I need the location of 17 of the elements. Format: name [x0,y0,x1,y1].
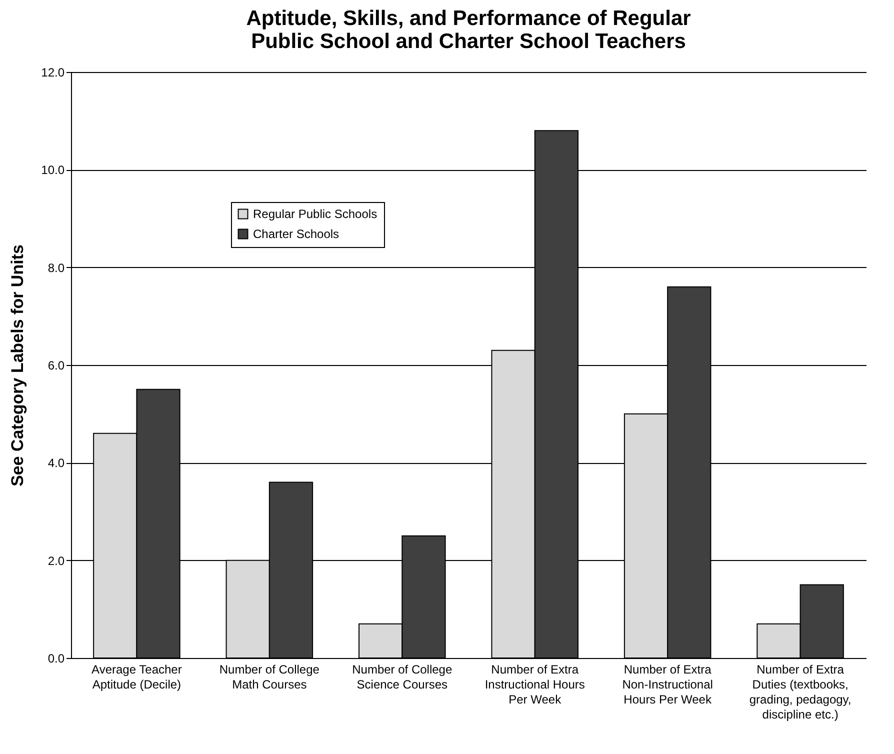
y-tick-label: 8.0 [48,260,65,275]
y-tick-label: 10.0 [41,163,65,178]
legend-label: Charter Schools [253,227,340,241]
x-tick-label: Number of Extra Duties (textbooks, grading, pedagogy, discipline etc.) [749,662,852,722]
chart-title: Aptitude, Skills, and Performance of Regular Public School and Charter School Teachers [246,7,691,53]
x-tick-label: Average Teacher Aptitude (Decile) [92,662,182,692]
x-tick-label: Number of College Math Courses [219,662,320,692]
y-axis-title: See Category Labels for Units [8,244,28,486]
x-tick-label: Number of College Science Courses [352,662,452,692]
legend-label: Regular Public Schools [253,207,378,221]
y-tick-label: 0.0 [48,652,65,666]
x-tick-label: Number of Extra Instructional Hours Per Week [484,662,585,706]
y-tick-label: 6.0 [48,358,65,372]
y-tick-label: 4.0 [48,456,65,470]
y-tick-label: 12.0 [41,66,65,80]
x-tick-label: Number of Extra Non-Instructional Hours Per Week [622,662,713,706]
y-tick-label: 2.0 [48,554,65,568]
